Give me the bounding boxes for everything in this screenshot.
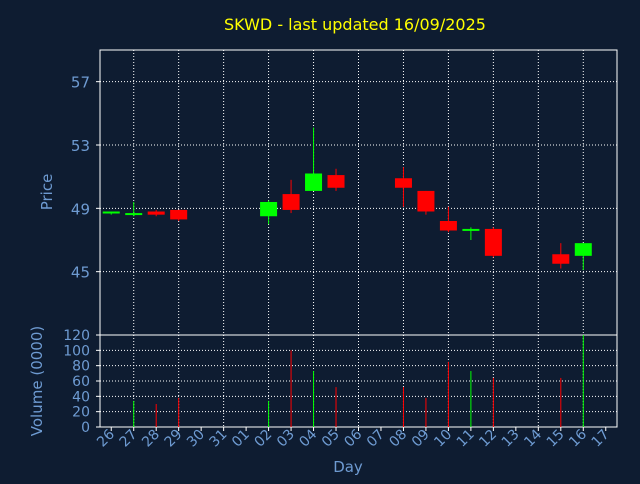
candle-body xyxy=(305,173,323,191)
candle-body xyxy=(260,202,278,217)
x-tick-label: 28 xyxy=(139,427,163,451)
volume-bar xyxy=(133,400,135,427)
volume-bar xyxy=(425,397,427,427)
x-tick-label: 04 xyxy=(296,426,320,450)
candle-body xyxy=(125,213,143,216)
x-tick-label: 03 xyxy=(274,427,298,451)
x-tick-label: 10 xyxy=(431,427,455,451)
candle-body xyxy=(282,194,300,210)
volume-tick-label: 100 xyxy=(63,343,90,359)
x-tick-label: 11 xyxy=(454,427,478,451)
volume-bars xyxy=(133,335,584,427)
chart-title: SKWD - last updated 16/09/2025 xyxy=(224,15,486,34)
volume-tick-label: 40 xyxy=(72,389,90,405)
volume-bar xyxy=(492,377,494,427)
price-tick-label: 53 xyxy=(71,137,90,155)
price-grid xyxy=(100,50,617,335)
price-tick-label: 57 xyxy=(71,74,90,92)
volume-tick-label: 80 xyxy=(72,359,90,375)
volume-bar xyxy=(313,371,315,427)
x-tick-label: 16 xyxy=(566,426,590,450)
x-tick-label: 13 xyxy=(499,427,523,451)
x-tick-label: 14 xyxy=(521,426,545,450)
volume-bar xyxy=(560,377,562,427)
x-tick-label: 09 xyxy=(409,427,433,451)
candle-body xyxy=(417,190,435,212)
volume-bar xyxy=(335,387,337,427)
x-tick-label: 12 xyxy=(476,427,500,451)
x-tick-label: 30 xyxy=(184,427,208,451)
volume-axis-label: Volume (0000) xyxy=(28,326,46,436)
volume-bar xyxy=(582,335,584,427)
candle-body xyxy=(327,175,345,188)
candle-body xyxy=(394,178,412,188)
candle-body xyxy=(552,254,570,264)
volume-bar xyxy=(268,400,270,427)
x-tick-label: 15 xyxy=(544,427,568,451)
volume-grid xyxy=(100,335,617,427)
volume-tick-label: 20 xyxy=(72,405,90,421)
x-tick-label: 26 xyxy=(94,426,118,450)
price-tick-label: 45 xyxy=(71,264,90,282)
volume-bar xyxy=(290,350,292,427)
candle-body xyxy=(439,221,457,231)
x-ticks: 2627282930310102030405060708091011121314… xyxy=(94,426,612,450)
candles xyxy=(102,127,592,271)
volume-bar xyxy=(402,387,404,427)
x-tick-label: 06 xyxy=(341,426,365,450)
volume-tick-label: 120 xyxy=(63,328,90,344)
candle-body xyxy=(147,211,165,215)
x-tick-label: 17 xyxy=(589,427,613,451)
price-ticks: 45 49 53 57 xyxy=(71,74,100,282)
candle-body xyxy=(484,228,502,256)
volume-bar xyxy=(470,371,472,427)
candle-body xyxy=(574,243,592,256)
x-tick-label: 31 xyxy=(207,427,231,451)
x-tick-label: 08 xyxy=(386,427,410,451)
x-axis-label: Day xyxy=(333,458,363,476)
price-axis-label: Price xyxy=(38,174,56,211)
x-tick-label: 02 xyxy=(251,427,275,451)
x-tick-label: 07 xyxy=(364,427,388,451)
volume-bar xyxy=(447,361,449,427)
volume-tick-label: 60 xyxy=(72,374,90,390)
volume-bar xyxy=(178,397,180,427)
volume-tick-label: 0 xyxy=(81,420,90,436)
price-tick-label: 49 xyxy=(71,200,90,218)
x-tick-label: 05 xyxy=(319,427,343,451)
candle-body xyxy=(170,209,188,220)
x-tick-label: 27 xyxy=(117,427,141,451)
x-tick-label: 01 xyxy=(229,427,253,451)
candle-body xyxy=(102,211,120,214)
x-tick-label: 29 xyxy=(162,427,186,451)
volume-bar xyxy=(155,404,157,427)
candle-body xyxy=(462,228,480,231)
